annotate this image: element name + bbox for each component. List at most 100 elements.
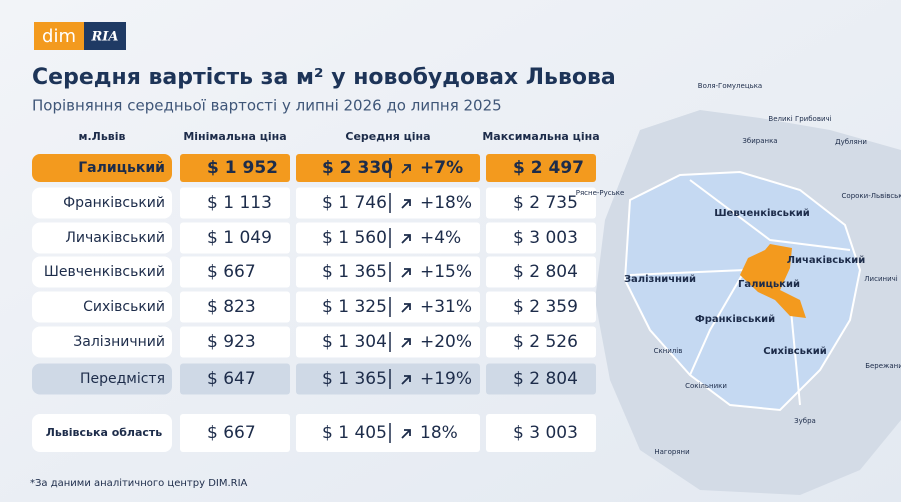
max-price: $ 2 359	[513, 297, 578, 317]
avg-price: $ 1 365	[322, 369, 387, 389]
arrow-icon	[401, 303, 411, 313]
min-price: $ 923	[207, 332, 256, 352]
district-name: Сихівський	[83, 299, 165, 315]
change: +20%	[420, 332, 472, 352]
arrow-icon	[401, 429, 411, 439]
name-cell	[32, 154, 172, 182]
map-label: Дубляни	[835, 138, 867, 146]
avg-price: $ 1 325	[322, 297, 387, 317]
min-price: $ 1 113	[207, 193, 272, 213]
map-label: Сороки-Львівські	[842, 192, 901, 200]
map-label: Личаківський	[787, 255, 866, 266]
map-label: Нагоряни	[654, 448, 689, 456]
map-label: Зубра	[794, 417, 816, 425]
map-label: Лисиничі	[864, 275, 897, 283]
district-name: Франківський	[63, 195, 165, 211]
map-label: Франківський	[695, 314, 775, 325]
map-label: Великі Грибовичі	[768, 115, 831, 123]
map-label: Скнилів	[654, 347, 683, 355]
name-cell	[32, 291, 172, 323]
name-cell	[32, 222, 172, 254]
avg-cell	[296, 326, 480, 358]
change: +4%	[420, 228, 461, 248]
map-label: Галицький	[738, 279, 800, 290]
change: 18%	[420, 423, 458, 443]
max-cell	[486, 363, 596, 395]
max-cell	[486, 222, 596, 254]
max-cell	[486, 291, 596, 323]
min-cell	[180, 256, 290, 288]
table: м.Львів Мінімальна ціна Середня ціна Максим…	[32, 130, 600, 452]
map-label: Рясне-Руське	[576, 189, 625, 197]
change: +7%	[420, 158, 463, 178]
arrow-icon	[401, 268, 411, 278]
title: Середня вартість за м² у новобудовах Льв…	[32, 65, 616, 90]
avg-cell	[296, 256, 480, 288]
name-cell	[32, 363, 172, 395]
avg-price: $ 1 746	[322, 193, 387, 213]
max-cell	[486, 326, 596, 358]
change: +18%	[420, 193, 472, 213]
min-price: $ 667	[207, 423, 256, 443]
change: +31%	[420, 297, 472, 317]
city	[623, 170, 862, 412]
min-cell	[180, 187, 290, 219]
arrow-icon	[401, 199, 411, 209]
map-label: Воля-Гомулецька	[698, 82, 762, 90]
max-cell	[486, 256, 596, 288]
min-cell	[180, 222, 290, 254]
map-labels: Воля-Гомулецька Великі Грибовичі Збиранка Д…	[576, 82, 901, 456]
map-label: Шевченківський	[714, 208, 810, 219]
column-header: Максимальна ціна	[482, 130, 599, 143]
avg-cell	[296, 222, 480, 254]
logo-ria: RIA	[91, 30, 119, 45]
max-cell	[486, 187, 596, 219]
map-label: Бережани	[865, 362, 901, 370]
subtitle: Порівняння середньої вартості у липні 20…	[32, 97, 502, 115]
max-price: $ 2 804	[513, 369, 578, 389]
max-price: $ 2 497	[513, 158, 584, 178]
arrow-icon	[401, 338, 411, 348]
name-cell	[32, 187, 172, 219]
district-name: Галицький	[78, 160, 165, 176]
district-name: Личаківський	[65, 230, 165, 246]
min-price: $ 647	[207, 369, 256, 389]
logo-dim: dim	[42, 26, 76, 47]
max-price: $ 2 804	[513, 262, 578, 282]
avg-cell	[296, 363, 480, 395]
name-cell	[32, 414, 172, 452]
district-borders	[629, 179, 851, 406]
max-cell	[486, 154, 596, 182]
avg-price: $ 1 365	[322, 262, 387, 282]
arrow-icon	[401, 234, 411, 244]
name-cell	[32, 326, 172, 358]
min-cell	[180, 291, 290, 323]
district-name: Залізничний	[73, 334, 165, 350]
max-price: $ 2 526	[513, 332, 578, 352]
district-name: Шевченківський	[44, 264, 165, 280]
avg-cell	[296, 414, 480, 452]
avg-price: $ 1 405	[322, 423, 387, 443]
map-label: Сихівський	[763, 346, 827, 357]
max-price: $ 3 003	[513, 423, 578, 443]
min-cell	[180, 363, 290, 395]
district-name: Львівська область	[46, 426, 163, 439]
min-price: $ 1 049	[207, 228, 272, 248]
column-header: м.Львів	[79, 130, 126, 143]
min-price: $ 823	[207, 297, 256, 317]
map-label: Сокільники	[685, 382, 727, 390]
column-header: Середня ціна	[345, 130, 430, 143]
logo: dim RIA	[34, 22, 126, 50]
avg-price: $ 1 560	[322, 228, 387, 248]
arrow-icon	[401, 164, 411, 174]
map-label: Збиранка	[742, 137, 777, 145]
max-price: $ 2 735	[513, 193, 578, 213]
min-price: $ 1 952	[207, 158, 278, 178]
district-name: Передмістя	[80, 371, 165, 387]
avg-cell	[296, 291, 480, 323]
name-cell	[32, 256, 172, 288]
change: +15%	[420, 262, 472, 282]
max-cell	[486, 414, 596, 452]
change: +19%	[420, 369, 472, 389]
